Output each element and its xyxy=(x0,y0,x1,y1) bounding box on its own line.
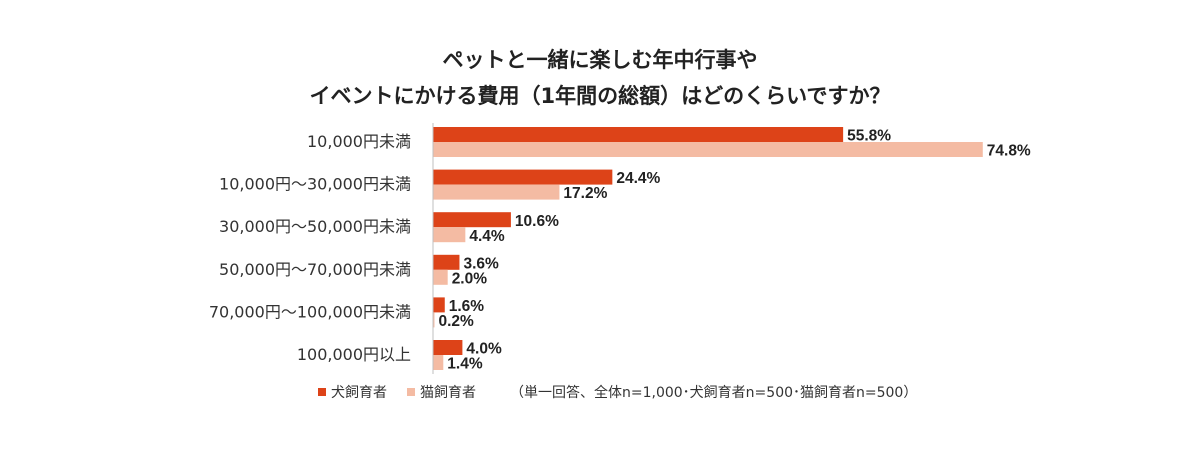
bar-dog xyxy=(433,340,463,355)
bar-dog xyxy=(433,127,844,142)
value-label-cat: 17.2% xyxy=(563,185,607,202)
bar-dog xyxy=(433,212,511,228)
value-label-cat: 4.4% xyxy=(469,228,505,245)
value-label-dog: 55.8% xyxy=(847,128,891,145)
chart-title-line-1: ペットと一緒に楽しむ年中行事や xyxy=(442,48,758,72)
chart-title-line-2: イベントにかける費用（1年間の総額）はどのくらいですか？ xyxy=(309,84,891,108)
category-label: 10,000円未満 xyxy=(307,132,411,151)
legend: 犬飼育者 猫飼育者 （単一回答、全体n=1,000･犬飼育者n=500･猫飼育者… xyxy=(318,382,917,402)
legend-label-cat: 猫飼育者 xyxy=(420,385,476,401)
value-label-cat: 1.4% xyxy=(447,356,483,373)
value-label-cat: 2.0% xyxy=(452,270,488,287)
value-label-dog: 24.4% xyxy=(616,170,660,187)
value-label-dog: 4.0% xyxy=(466,341,502,358)
bar-cat xyxy=(433,269,448,285)
category-label: 50,000円～70,000円未満 xyxy=(219,260,411,279)
value-label-cat: 0.2% xyxy=(438,313,474,330)
category-label: 70,000円～100,000円未満 xyxy=(209,302,411,321)
category-label: 10,000円～30,000円未満 xyxy=(219,175,411,194)
sample-size-note: （単一回答、全体n=1,000･犬飼育者n=500･猫飼育者n=500） xyxy=(510,385,918,401)
bar-cat xyxy=(433,142,983,157)
legend-item-cat: 猫飼育者 xyxy=(407,382,476,402)
category-label: 30,000円～50,000円未満 xyxy=(219,217,411,236)
value-label-cat: 74.8% xyxy=(987,143,1031,160)
bar-dog xyxy=(433,297,445,313)
legend-swatch-cat xyxy=(407,388,415,396)
category-label: 100,000円以上 xyxy=(297,345,411,364)
value-label-dog: 1.6% xyxy=(449,298,485,315)
bar-dog xyxy=(433,254,460,270)
value-label-dog: 3.6% xyxy=(463,255,499,272)
bar-dog xyxy=(433,169,613,185)
legend-swatch-dog xyxy=(318,388,326,396)
legend-item-dog: 犬飼育者 xyxy=(318,382,387,402)
legend-label-dog: 犬飼育者 xyxy=(331,385,387,401)
bar-cat xyxy=(433,227,466,243)
bar-cat xyxy=(433,355,444,370)
bar-cat xyxy=(433,184,560,200)
bar-cat xyxy=(433,312,435,328)
value-label-dog: 10.6% xyxy=(515,213,559,230)
